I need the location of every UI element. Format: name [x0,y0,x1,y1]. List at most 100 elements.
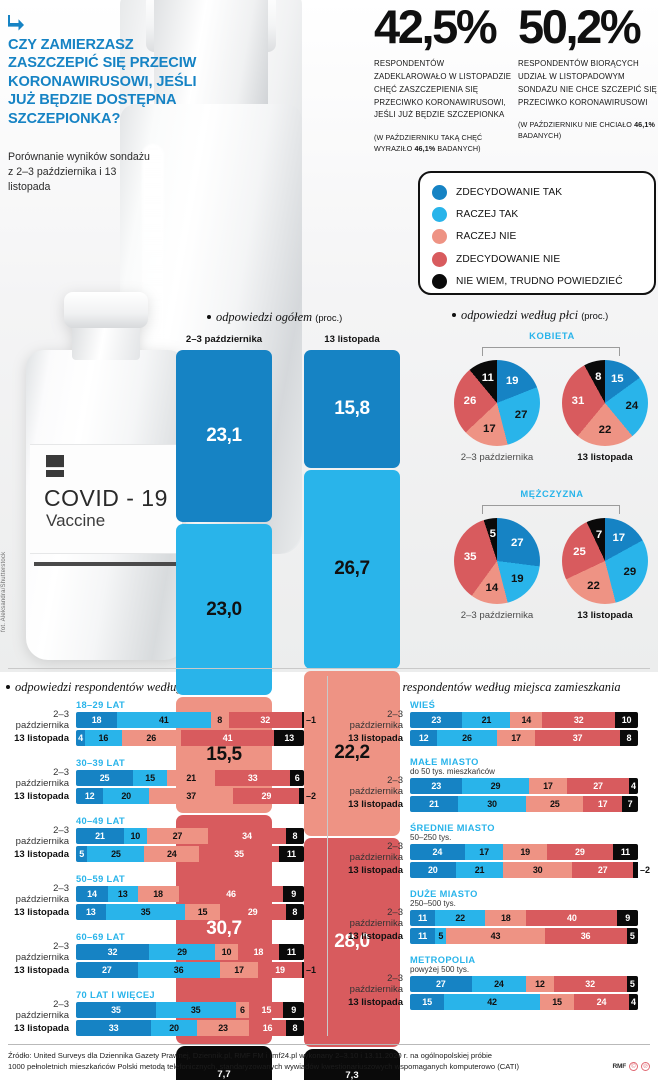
legend-label: ZDECYDOWANIE NIE [456,253,561,265]
bar-segment: 4 [628,778,638,794]
covid-vaccine-vial-image: COVID - 19 Vaccine [20,292,190,662]
bar-segment: 24 [144,846,200,862]
legend-box: ZDECYDOWANIE TAK RACZEJ TAK RACZEJ NIE ZDEC… [418,171,656,295]
bar-segment: 16 [249,1020,286,1036]
group-name: 70 LAT I WIĘCEJ [76,990,155,1000]
stat-1-description: RESPONDENTÓW ZADEKLAROWAŁO W LISTOPADZIE… [374,59,512,120]
legend-swatch-icon [432,251,447,267]
bar-segment: 46 [178,886,284,902]
bar-segment: 11 [278,846,304,862]
group-block: WIEŚ 2–3 października 23 21 14 32 10 13 listopa… [334,700,656,746]
overall-segment: 7,3 [304,1048,400,1080]
group-block: 50–59 LAT 2–3 października 14 13 18 46 9 13 lis… [0,874,327,920]
bar-segment: 12 [410,730,438,746]
bar-segment: 18 [137,886,179,902]
bar-segment: 8 [285,828,304,844]
arrow-down-right-icon [7,14,25,36]
bar-segment: 27 [76,962,138,978]
vial-label-title: COVID - 19 [44,485,168,511]
bar-segment: 22 [435,910,486,926]
bar-segment: 8 [285,904,304,920]
stat-block-1: 42,5% RESPONDENTÓW ZADEKLAROWAŁO W LISTO… [374,0,514,154]
stacked-bar: 21 10 27 34 8 [76,828,304,844]
bar-row: 13 listopada 11 5 43 36 5 [334,928,656,944]
bar-segment: 26 [121,730,181,746]
stacked-bar: 23 21 14 32 10 [410,712,638,728]
overall-segment: 23,0 [176,524,272,696]
bar-segment: 9 [617,910,638,926]
pie-group-label: KOBIETA [529,330,575,341]
pie-slice-value: 31 [571,394,585,407]
bar-segment: 17 [496,730,536,746]
bar-segment: 4 [76,730,86,746]
bar-segment: 32 [76,944,149,960]
pie-slice-value: 15 [610,372,624,385]
bar-row: 2–3 października 35 35 6 15 9 [0,999,327,1021]
overall-title-unit: (proc.) [315,312,343,323]
bar-segment: 35 [105,904,186,920]
overall-title-text: odpowiedzi ogółem [216,310,313,324]
bar-row-label: 13 listopada [14,964,69,976]
pie-slice-value: 11 [481,371,494,384]
pie-slice-value: 22 [598,424,612,437]
stat-2-number: 50,2% [518,0,642,53]
bar-segment: 18 [237,944,279,960]
bar-segment: 32 [228,712,302,728]
bar-segment: 36 [544,928,627,944]
bar-segment: 18 [76,712,118,728]
bar-segment: 8 [210,712,229,728]
group-subtitle: 50–250 tys. [410,833,452,842]
group-block: DUŻE MIASTO 250–500 tys. 2–3 października 1… [334,889,656,944]
vial-label-subtitle: Vaccine [46,511,106,530]
stat-1-number: 42,5% [374,0,498,53]
bar-segment: 19 [503,844,547,860]
stacked-bar: 11 5 43 36 5 [410,928,638,944]
section-divider-horizontal [8,668,650,669]
bullet-icon [207,314,211,319]
small-vial-cap [64,292,148,328]
bar-row: 2–3 października 11 22 18 40 9 [334,907,656,929]
bar-row-label: 13 listopada [348,996,403,1008]
stat-2-note-post: BADANYCH) [518,131,562,141]
stacked-bar: 24 17 19 29 11 [410,844,638,860]
bar-segment: 13 [107,886,138,902]
group-subtitle: do 50 tys. mieszkańców [410,767,495,776]
group-subtitle: powyżej 500 tys. [410,965,470,974]
overall-column-header: 2–3 października [185,334,263,345]
bar-segment: 11 [278,944,304,960]
pie-caption: 2–3 października [460,452,534,463]
group-name: DUŻE MIASTO [410,889,478,899]
pie-caption: 13 listopada [577,452,633,463]
bar-row-label: 2–3 października [349,841,403,863]
bar-row: 13 listopada 4 16 26 41 13 [0,730,327,746]
bar-row-label: 2–3 października [349,775,403,797]
stacked-bar: 13 35 15 29 8 [76,904,304,920]
bar-segment [299,788,304,804]
barcode-icon [46,455,64,477]
legend-swatch-icon [432,229,447,245]
group-block: ŚREDNIE MIASTO 50–250 tys. 2–3 październik… [334,823,656,878]
bar-segment: 17 [583,796,623,812]
bar-segment: 23 [196,1020,250,1036]
pie-slice-value: 29 [623,565,637,578]
bar-segment: 11 [612,844,638,860]
legend-label: RACZEJ NIE [456,231,517,243]
rmf-logo-text: RMF [612,1063,627,1070]
bar-segment: 8 [285,1020,304,1036]
overall-segment: 7,7 [176,1045,272,1080]
group-block: MAŁE MIASTO do 50 tys. mieszkańców 2–3 paź… [334,757,656,812]
stacked-bar: 4 16 26 41 13 [76,730,304,746]
overall-segment: 26,7 [304,469,400,669]
group-name: 40–49 LAT [76,816,125,826]
bar-segment: 20 [151,1020,197,1036]
bar-segment: 29 [462,778,529,794]
phonogram-icon: ℗ [641,1062,650,1071]
bar-segment: 35 [76,1002,156,1018]
bar-row: 2–3 października 21 10 27 34 8 [0,825,327,847]
bar-segment: 27 [146,828,209,844]
place-title-text: odpowiedzi respondentów według miejsca z… [343,680,621,694]
bar-segment: 42 [444,994,540,1010]
